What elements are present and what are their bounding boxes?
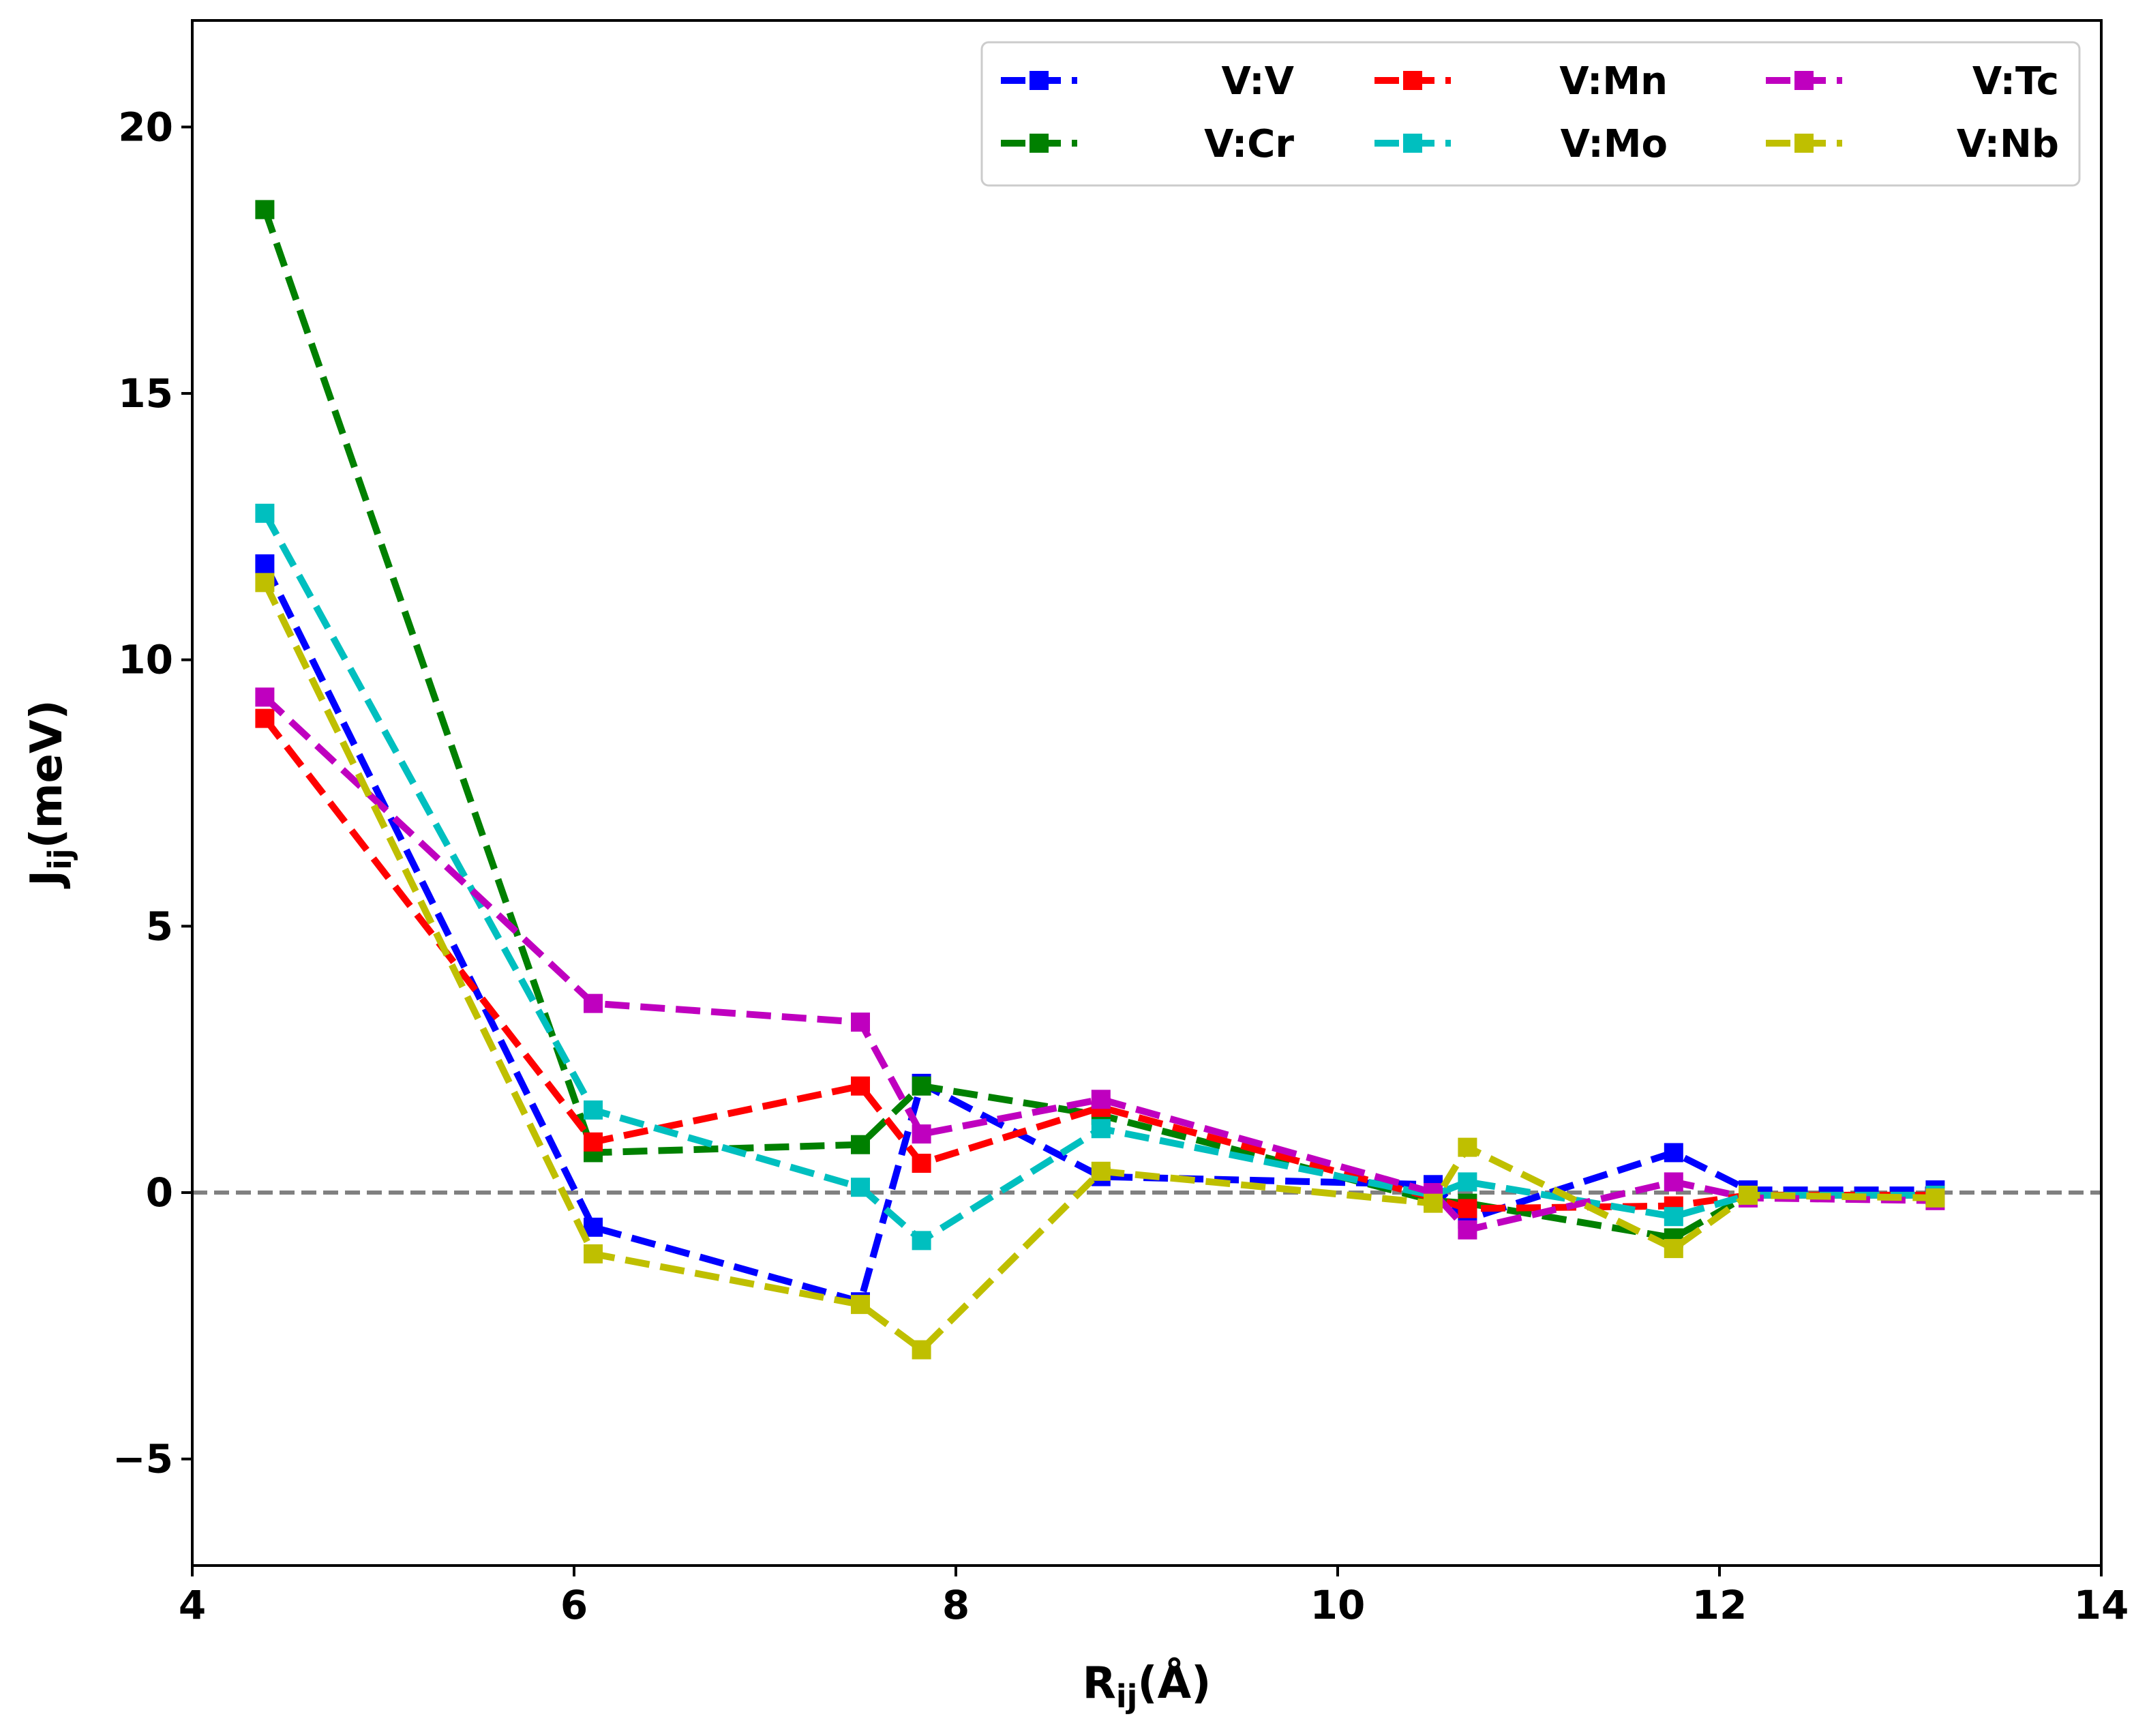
y-axis-title: Jij(meV)	[22, 700, 78, 888]
point-v-mo-4	[1091, 1119, 1111, 1139]
legend-swatch-marker-v-mn	[1403, 71, 1422, 90]
x-tick-label-4: 4	[179, 1582, 206, 1628]
legend-entry-v-mo: V:Mo	[1374, 122, 1668, 166]
y-tick-label-3: 10	[118, 637, 173, 683]
point-v-mn-1	[584, 1132, 603, 1152]
series-v-nb	[255, 573, 1945, 1360]
point-v-nb-0	[255, 573, 275, 593]
series-line-v-mn	[262, 716, 1936, 1212]
y-tick-label-0: −5	[112, 1436, 173, 1482]
point-v-tc-1	[584, 993, 603, 1013]
legend-label-v-mn: V:Mn	[1559, 59, 1668, 104]
point-v-mn-2	[851, 1076, 870, 1096]
y-tick-label-1: 0	[146, 1169, 173, 1216]
x-tick-label-10: 10	[1310, 1582, 1366, 1628]
point-v-mn-6	[1458, 1199, 1477, 1218]
point-v-tc-6	[1458, 1220, 1477, 1240]
point-v-nb-3	[912, 1340, 931, 1360]
point-v-tc-4	[1091, 1090, 1111, 1109]
y-tick-label-5: 20	[118, 104, 173, 150]
point-v-mn-3	[912, 1154, 931, 1173]
legend-entry-v-cr: V:Cr	[1001, 122, 1294, 166]
x-axis-title-main: R	[1083, 1658, 1116, 1709]
legend-label-v-mo: V:Mo	[1561, 122, 1668, 166]
series-line-v-mo	[262, 511, 1936, 1244]
x-tick-label-6: 6	[560, 1582, 588, 1628]
point-v-tc-7	[1664, 1172, 1683, 1192]
legend-label-v-nb: V:Nb	[1957, 122, 2059, 166]
plot-frame	[191, 19, 2103, 1567]
point-v-nb-4	[1091, 1161, 1111, 1181]
point-v-mo-0	[255, 503, 275, 523]
series-line-v-cr	[261, 208, 1936, 1242]
point-v-mo-6	[1458, 1172, 1477, 1192]
legend-entry-v-nb: V:Nb	[1766, 122, 2059, 166]
y-tick-label-2: 5	[146, 903, 173, 949]
point-v-cr-0	[255, 200, 275, 220]
legend-entry-v-mn: V:Mn	[1374, 59, 1668, 104]
y-axis-title-unit: (meV)	[22, 700, 72, 848]
legend-entry-v-tc: V:Tc	[1766, 59, 2059, 104]
x-axis-title: Rij(Å)	[1083, 1657, 1212, 1715]
x-tick-label-14: 14	[2074, 1582, 2129, 1628]
legend: V:V V:Cr V:Mn V:Mo V:Tc V:Nb	[980, 41, 2081, 187]
point-v-cr-2	[851, 1135, 870, 1154]
point-v-nb-6	[1458, 1137, 1477, 1157]
series-line-v-tc	[262, 694, 1936, 1233]
point-v-nb-5	[1424, 1193, 1443, 1213]
legend-box	[980, 41, 2081, 187]
x-axis-title-subscript: ij	[1116, 1678, 1138, 1715]
y-axis-title-subscript: ij	[42, 848, 78, 870]
point-v-mo-1	[584, 1100, 603, 1120]
point-v-mo-7	[1664, 1207, 1683, 1227]
point-v-v-7	[1664, 1143, 1683, 1163]
x-axis-title-unit: (Å)	[1137, 1657, 1211, 1709]
legend-swatch-marker-v-mo	[1403, 134, 1422, 153]
legend-swatch-marker-v-nb	[1794, 134, 1814, 153]
legend-swatch-marker-v-cr	[1030, 134, 1049, 153]
y-axis-title-main: J	[22, 870, 72, 889]
legend-label-v-tc: V:Tc	[1972, 59, 2059, 104]
point-v-tc-3	[912, 1124, 931, 1144]
legend-swatch-marker-v-tc	[1794, 71, 1814, 90]
legend-entry-v-v: V:V	[1001, 59, 1295, 104]
point-v-mn-0	[255, 708, 275, 728]
point-v-tc-0	[255, 687, 275, 707]
ticks-layer: 4 6 8 10 12 14 −5 0 5 10 15 20	[112, 104, 2129, 1628]
point-v-cr-3	[912, 1076, 931, 1096]
point-v-v-0	[255, 554, 275, 574]
point-v-mo-2	[851, 1178, 870, 1197]
point-v-nb-7	[1664, 1239, 1683, 1259]
point-v-mo-3	[912, 1231, 931, 1251]
series-line-v-nb	[261, 581, 1936, 1353]
legend-label-v-cr: V:Cr	[1204, 122, 1294, 166]
point-v-nb-8	[1739, 1185, 1758, 1205]
point-v-tc-2	[851, 1012, 870, 1032]
series-layer	[255, 200, 1945, 1360]
series-line-v-v	[261, 562, 1936, 1306]
point-v-nb-2	[851, 1295, 870, 1315]
y-tick-label-4: 15	[118, 370, 173, 417]
point-v-nb-9	[1925, 1188, 1945, 1208]
point-v-nb-1	[584, 1244, 603, 1263]
x-tick-label-12: 12	[1692, 1582, 1747, 1628]
legend-swatch-marker-v-v	[1030, 71, 1049, 90]
x-tick-label-8: 8	[942, 1582, 970, 1628]
legend-label-v-v: V:V	[1221, 59, 1294, 104]
